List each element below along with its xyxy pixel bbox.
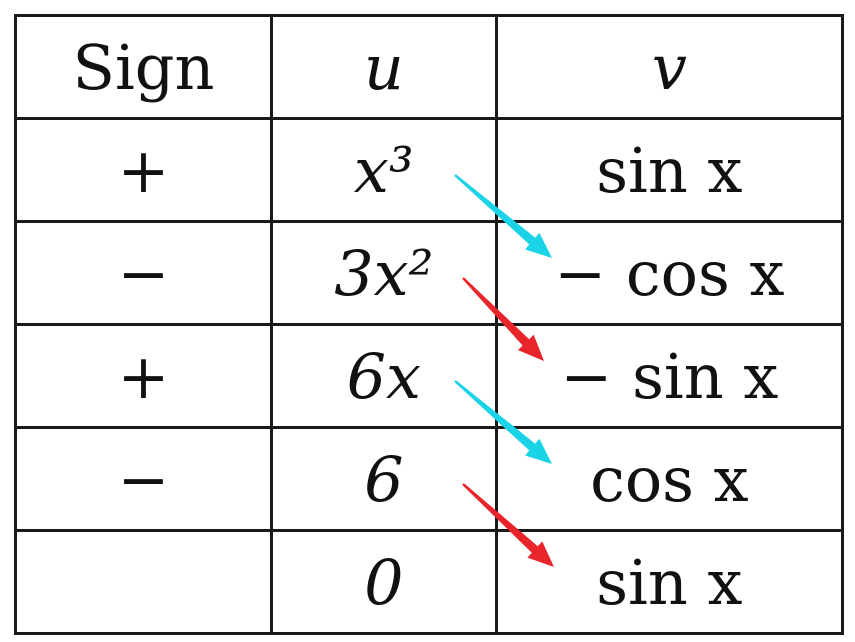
u-cell: 3x² — [269, 220, 498, 326]
v-cell: − sin x — [494, 323, 845, 429]
table-row: 0 sin x — [14, 529, 845, 635]
table-row: + 6x − sin x — [14, 323, 845, 429]
header-u: u — [269, 14, 498, 120]
tabular-integration-table: Sign u v + x³ sin x − 3x² − cos x + 6x −… — [14, 14, 845, 635]
v-cell: cos x — [494, 426, 845, 532]
sign-cell: − — [14, 220, 273, 326]
header-row: Sign u v — [14, 14, 845, 120]
table-row: − 3x² − cos x — [14, 220, 845, 326]
sign-cell: − — [14, 426, 273, 532]
v-cell: sin x — [494, 529, 845, 635]
v-cell: sin x — [494, 117, 845, 223]
u-cell: 6 — [269, 426, 498, 532]
v-cell: − cos x — [494, 220, 845, 326]
table-row: − 6 cos x — [14, 426, 845, 532]
u-cell: 6x — [269, 323, 498, 429]
sign-cell — [14, 529, 273, 635]
u-cell: x³ — [269, 117, 498, 223]
table-row: + x³ sin x — [14, 117, 845, 223]
sign-cell: + — [14, 117, 273, 223]
u-cell: 0 — [269, 529, 498, 635]
sign-cell: + — [14, 323, 273, 429]
header-sign: Sign — [14, 14, 273, 120]
header-v: v — [494, 14, 845, 120]
